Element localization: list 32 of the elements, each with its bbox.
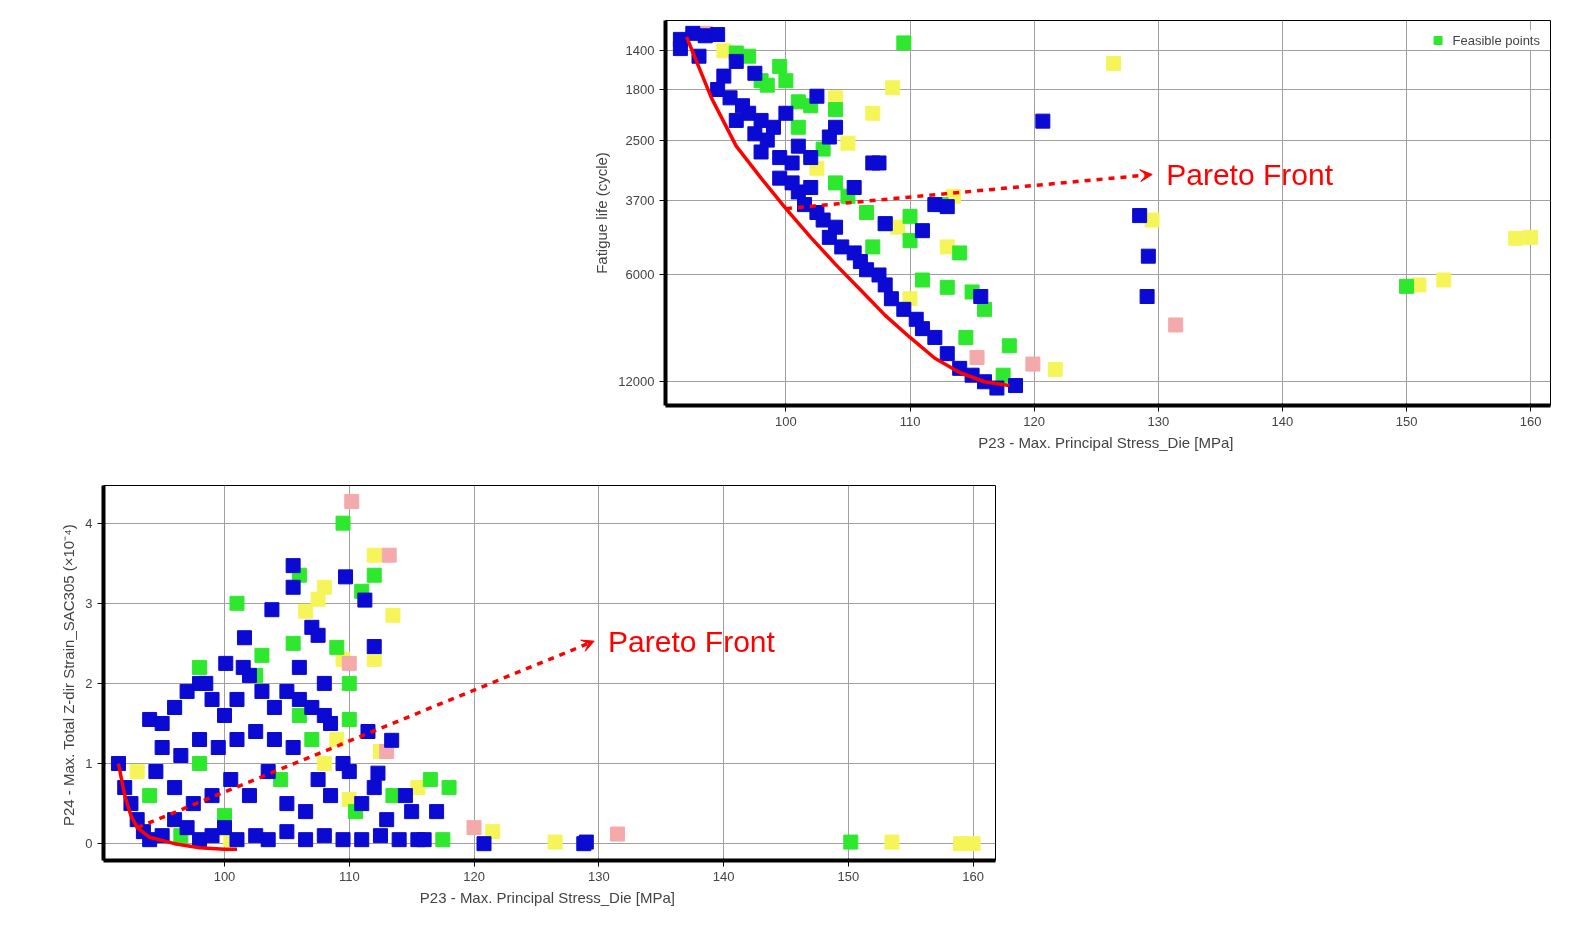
x-tick-label: 140	[712, 868, 735, 884]
x-tick-label: 160	[1519, 413, 1542, 429]
x-tick-label: 120	[1023, 413, 1045, 429]
y-tick-label: 6000	[625, 267, 655, 283]
x-tick-label: 140	[1271, 413, 1294, 429]
x-tick-label: 150	[1395, 413, 1418, 429]
y-axis-title: P24 - Max. Total Z-dir Strain_SAC305 (×10⁻⁴)	[60, 524, 78, 827]
y-tick-label: 1	[85, 756, 93, 772]
x-tick-label: 100	[213, 868, 236, 884]
y-tick-label: 3	[85, 595, 93, 611]
x-tick-label: 110	[899, 413, 921, 429]
legend-label: Feasible points	[1452, 32, 1540, 48]
x-tick-label: 100	[775, 413, 797, 429]
x-tick-label: 160	[962, 868, 984, 884]
y-axis-title: Fatigue life (cycle)	[593, 152, 611, 274]
x-tick-label: 150	[837, 868, 860, 884]
y-tick-label: 3700	[625, 193, 655, 209]
y-tick-label: 2500	[625, 132, 655, 148]
x-tick-label: 130	[1147, 413, 1170, 429]
y-tick-label: 2	[85, 675, 93, 691]
y-tick-label: 12000	[618, 374, 655, 390]
y-tick-label: 4	[85, 515, 93, 531]
x-tick-label: 110	[338, 868, 360, 884]
x-tick-label: 120	[463, 868, 485, 884]
x-tick-label: 130	[587, 868, 610, 884]
y-tick-label: 1800	[625, 82, 655, 98]
x-axis-title: P23 - Max. Principal Stress_Die [MPa]	[419, 888, 675, 906]
y-tick-label: 1400	[625, 43, 655, 59]
x-axis-title: P23 - Max. Principal Stress_Die [MPa]	[978, 433, 1234, 451]
annotation: Pareto Front	[1166, 158, 1334, 191]
annotation: Pareto Front	[608, 624, 776, 658]
y-tick-label: 0	[85, 836, 93, 852]
